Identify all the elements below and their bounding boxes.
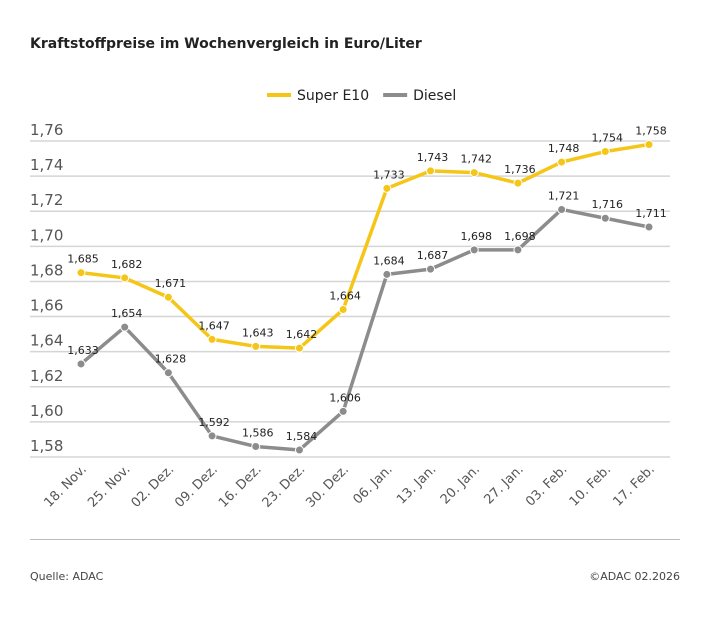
data-point [163,292,173,302]
line-chart: 1,58 1,60 1,62 1,64 1,66 1,68 1,70 1,72 1,74 1,76… [30,88,670,511]
data-label: 1,586 [242,426,274,439]
data-label: 1,711 [635,207,667,220]
y-tick-label: 1,60 [30,402,63,420]
y-tick-label: 1,62 [30,367,63,385]
data-point [426,166,436,176]
legend-label: Super E10 [297,88,369,104]
x-tick-label: 13. Jan. [394,462,439,507]
copyright-label: ©ADAC 02.2026 [589,570,680,583]
y-tick-label: 1,64 [30,332,63,350]
data-label: 1,654 [111,307,143,320]
data-point [513,245,523,255]
data-point [251,341,261,351]
data-label: 1,736 [504,163,536,176]
y-tick-label: 1,58 [30,437,63,455]
x-tick-label: 30. Dez. [303,462,352,511]
legend-label: Diesel [413,88,456,104]
data-label: 1,628 [155,353,187,366]
data-point [207,334,217,344]
data-point [120,322,130,332]
y-tick-label: 1,66 [30,297,63,315]
data-label: 1,698 [504,230,536,243]
data-point [557,157,567,167]
data-label: 1,687 [417,249,449,262]
x-tick-label: 03. Feb. [523,462,570,509]
data-point [338,305,348,315]
data-label: 1,748 [548,142,580,155]
x-tick-label: 16. Dez. [216,462,265,511]
x-tick-label: 25. Nov. [85,462,133,510]
data-label: 1,716 [592,198,624,211]
data-point [469,245,479,255]
data-label: 1,642 [286,328,318,341]
y-tick-label: 1,74 [30,156,63,174]
series-line [80,142,650,350]
data-label: 1,584 [286,430,318,443]
data-label: 1,647 [198,319,230,332]
data-point [513,178,523,188]
series-line [79,207,650,452]
data-point [120,273,130,283]
x-tick-label: 20. Jan. [438,462,483,507]
data-point [600,147,610,157]
data-point [76,268,86,278]
data-point [557,204,567,214]
data-point [382,183,392,193]
x-tick-label: 23. Dez. [260,462,309,511]
source-label: Quelle: ADAC [30,570,104,583]
y-tick-label: 1,76 [30,121,63,139]
y-tick-label: 1,70 [30,226,63,244]
data-label: 1,685 [67,253,99,266]
divider [30,539,680,540]
data-point [251,441,261,451]
data-label: 1,758 [635,125,667,138]
data-point [469,168,479,178]
data-label: 1,754 [592,132,624,145]
data-label: 1,643 [242,326,274,339]
x-tick-label: 27. Jan. [482,462,527,507]
data-point [294,343,304,353]
data-point [207,431,217,441]
data-label: 1,743 [417,151,449,164]
data-point [644,140,654,150]
x-tick-label: 18. Nov. [42,462,90,510]
x-tick-label: 17. Feb. [610,462,657,509]
data-label: 1,733 [373,168,405,181]
data-label: 1,671 [155,277,187,290]
data-label: 1,606 [329,391,361,404]
chart-title: Kraftstoffpreise im Wochenvergleich in E… [30,36,422,52]
data-label: 1,633 [67,344,99,357]
data-label: 1,684 [373,254,405,267]
x-tick-label: 06. Jan. [350,462,395,507]
data-point [338,406,348,416]
x-tick-label: 09. Dez. [172,462,221,511]
data-label: 1,592 [198,416,230,429]
data-point [76,359,86,369]
x-tick-label: 10. Feb. [567,462,614,509]
x-tick-label: 02. Dez. [129,462,178,511]
data-point [426,264,436,274]
data-label: 1,664 [329,290,361,303]
data-point [294,445,304,455]
data-point [600,213,610,223]
y-tick-label: 1,72 [30,191,63,209]
y-tick-label: 1,68 [30,261,63,279]
data-label: 1,742 [460,153,492,166]
data-label: 1,698 [460,230,492,243]
data-point [382,269,392,279]
data-label: 1,721 [548,189,580,202]
data-point [644,222,654,232]
data-point [163,368,173,378]
data-label: 1,682 [111,258,143,271]
